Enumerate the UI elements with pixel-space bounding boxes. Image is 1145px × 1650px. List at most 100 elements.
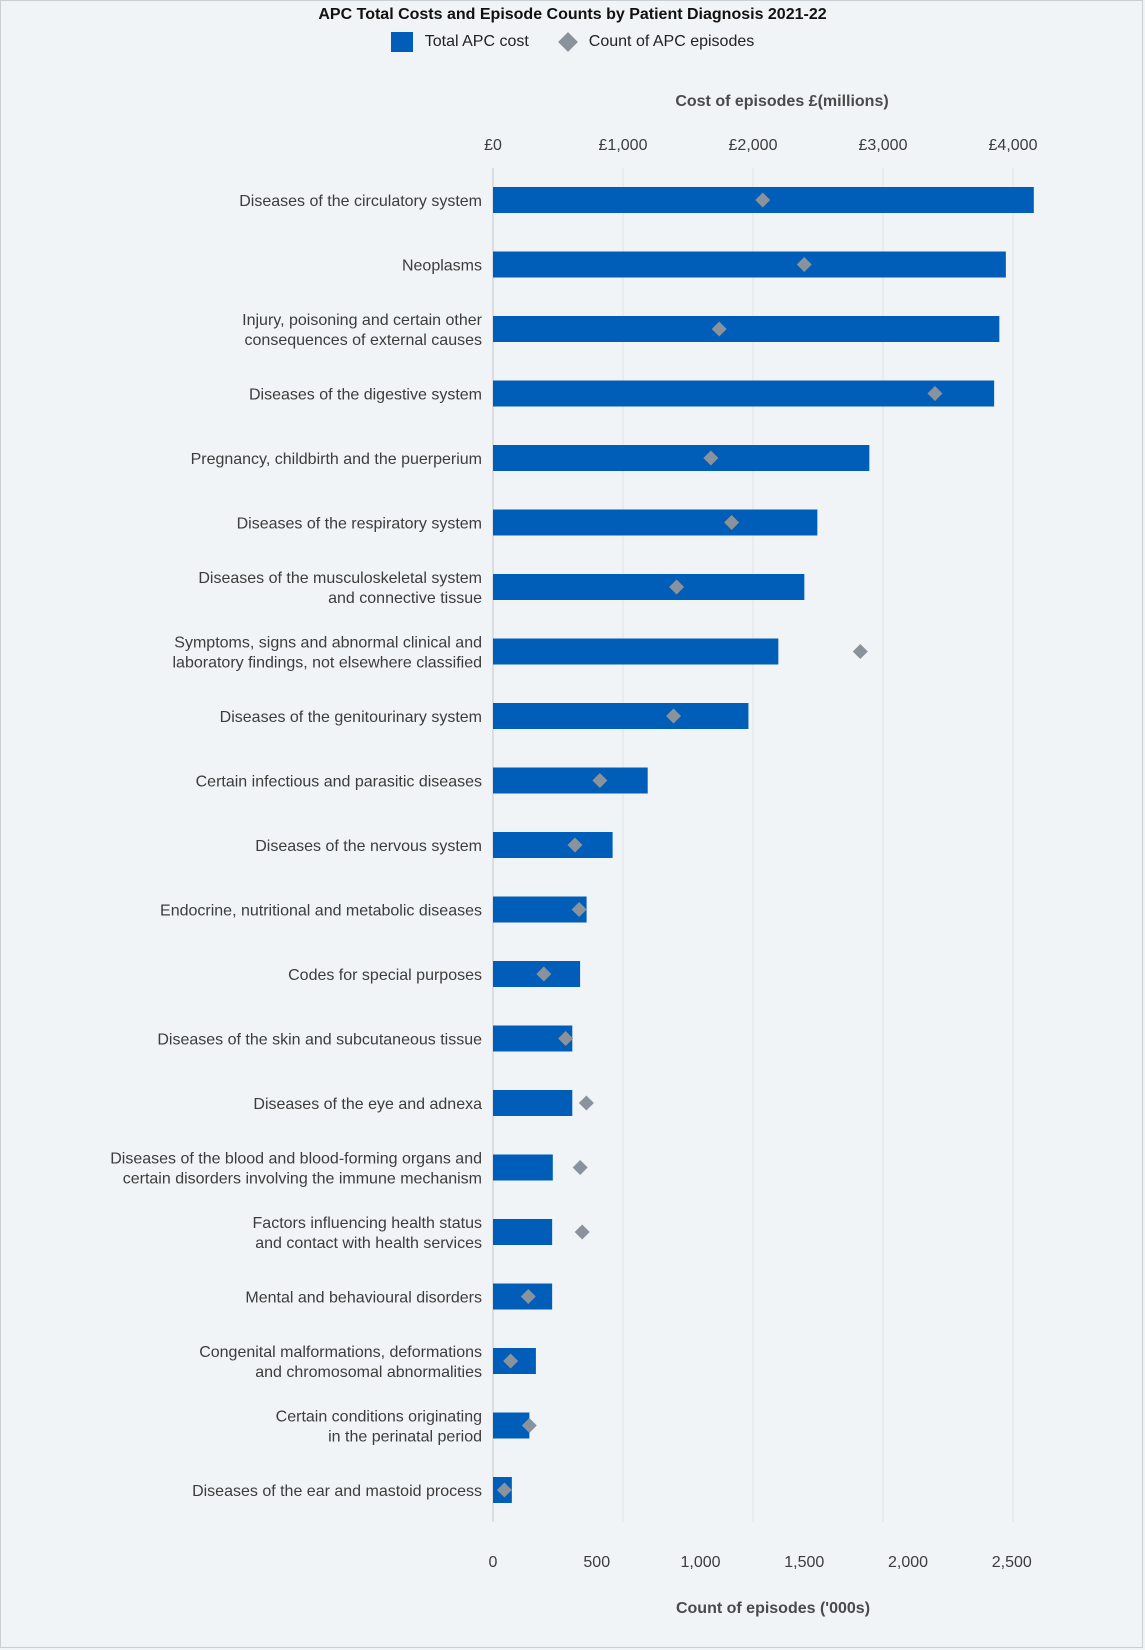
cost-bar [493,703,749,729]
category-label-line: Diseases of the genitourinary system [220,709,482,726]
bottom-axis-title: Count of episodes ('000s) [676,1600,870,1617]
legend: Total APC cost Count of APC episodes [0,32,1145,52]
bottom-tick-label: 2,000 [888,1554,928,1571]
cost-bar [493,509,818,536]
top-tick-label: £1,000 [599,137,648,154]
category-label: Endocrine, nutritional and metabolic dis… [160,903,482,920]
category-label-line: laboratory findings, not elsewhere class… [173,655,483,672]
episode-count-marker [567,837,583,853]
bottom-tick-label: 0 [489,1554,498,1571]
episode-count-marker [558,1031,574,1046]
category-label-line: Diseases of the eye and adnexa [253,1096,482,1113]
category-label: Codes for special purposes [288,967,482,984]
episode-count-marker [711,321,727,337]
category-label-line: Symptoms, signs and abnormal clinical an… [174,635,482,652]
top-axis-title: Cost of episodes £(millions) [675,93,888,110]
category-label: Mental and behavioural disorders [245,1290,482,1307]
cost-bar [493,445,870,471]
category-label: Congenital malformations, deformations an… [199,1344,482,1381]
episode-count-marker [536,966,552,982]
episode-count-marker [669,579,685,595]
category-label: Diseases of the genitourinary system [220,709,482,726]
category-label-line: Diseases of the digestive system [249,387,482,404]
top-tick-label: £3,000 [859,137,908,154]
category-label: Symptoms, signs and abnormal clinical an… [173,635,483,672]
category-label-line: Codes for special purposes [288,967,482,984]
category-label: Diseases of the blood and blood-forming … [110,1151,482,1188]
episode-count-marker [571,902,587,917]
legend-label-episodes: Count of APC episodes [588,33,755,50]
category-label-line: consequences of external causes [245,332,482,349]
category-label: Certain conditions originating in the per… [276,1409,482,1446]
category-label: Diseases of the nervous system [255,838,482,855]
episode-count-marker [852,644,868,659]
category-label-line: Pregnancy, childbirth and the puerperium [191,451,482,468]
category-label: Diseases of the eye and adnexa [253,1096,482,1113]
category-label-line: Mental and behavioural disorders [245,1290,482,1307]
top-tick-label: £2,000 [729,137,778,154]
category-label: Diseases of the circulatory system [239,193,482,210]
cost-bar [493,896,587,923]
category-label: Diseases of the digestive system [249,387,482,404]
category-label-line: Certain conditions originating [276,1409,482,1426]
bottom-tick-label: 1,000 [680,1554,720,1571]
episode-count-marker [666,708,682,724]
category-label-line: and chromosomal abnormalities [255,1364,482,1381]
category-label: Factors influencing health status and con… [253,1215,482,1252]
legend-bar-swatch [390,32,413,52]
episode-count-marker [503,1353,519,1369]
category-label: Diseases of the ear and mastoid process [192,1483,482,1500]
bottom-tick-label: 2,500 [992,1554,1032,1571]
cost-bar [493,380,995,407]
episode-count-marker [755,192,771,208]
category-label-line: Diseases of the ear and mastoid process [192,1483,482,1500]
category-label-line: and contact with health services [255,1235,482,1252]
legend-label-cost: Total APC cost [424,33,529,50]
episode-count-marker [496,1482,512,1498]
cost-bar [493,251,1006,278]
category-label-line: Factors influencing health status [253,1215,482,1232]
top-tick-label: £4,000 [989,137,1038,154]
category-label-line: Diseases of the respiratory system [237,516,482,533]
category-label-line: Diseases of the musculoskeletal system [198,570,482,587]
category-label: Injury, poisoning and certain other conse… [242,312,483,349]
category-label-line: and connective tissue [328,590,482,607]
episode-count-marker [927,386,943,401]
cost-bar [493,767,648,794]
category-label-line: Neoplasms [402,258,482,275]
chart-title: APC Total Costs and Episode Counts by Pa… [318,6,827,23]
episode-count-marker [724,515,740,530]
episode-count-marker [574,1224,590,1240]
cost-bar [493,832,613,858]
category-label: Diseases of the skin and subcutaneous ti… [157,1032,482,1049]
category-label-line: Diseases of the skin and subcutaneous ti… [157,1032,482,1049]
bottom-tick-label: 1,500 [784,1554,824,1571]
top-tick-label: £0 [484,137,502,154]
category-label-line: Diseases of the nervous system [255,838,482,855]
episode-count-marker [520,1289,536,1304]
category-label-line: Injury, poisoning and certain other [242,312,483,329]
category-label-line: Diseases of the circulatory system [239,193,482,210]
cost-bar [493,1219,553,1245]
cost-bar [493,574,805,600]
episode-count-marker [796,257,812,272]
category-label-line: Diseases of the blood and blood-forming … [110,1151,482,1168]
cost-bar [493,638,779,665]
category-label: Diseases of the respiratory system [237,516,482,533]
episode-count-marker [572,1160,588,1175]
category-label: Pregnancy, childbirth and the puerperium [191,451,482,468]
cost-bar [493,1090,573,1116]
episode-count-marker [521,1418,537,1433]
category-label-line: Congenital malformations, deformations [199,1344,482,1361]
episode-count-marker [703,450,719,466]
category-label-line: certain disorders involving the immune m… [123,1171,482,1188]
bottom-tick-label: 500 [583,1554,610,1571]
category-label: Certain infectious and parasitic disease… [196,774,482,791]
cost-bar [493,1154,553,1181]
episode-count-marker [592,773,608,788]
category-label-line: Endocrine, nutritional and metabolic dis… [160,903,482,920]
legend-item-episodes: Count of APC episodes [557,32,755,52]
cost-bar [493,316,1000,342]
